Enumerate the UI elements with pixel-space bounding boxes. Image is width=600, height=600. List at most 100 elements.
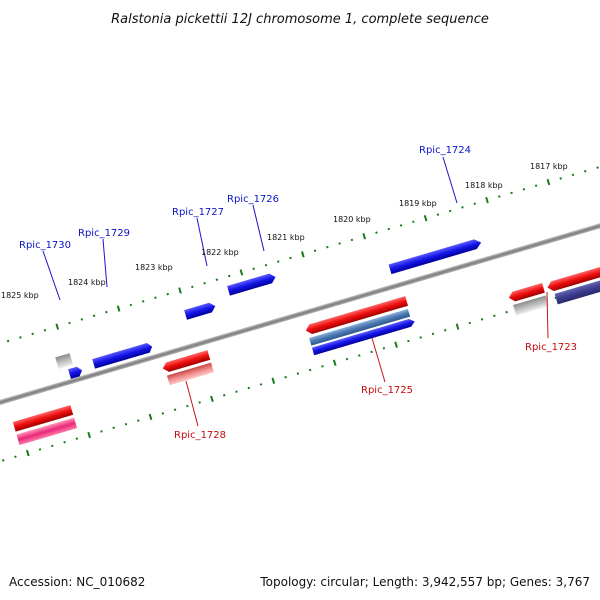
scale-tick	[493, 314, 496, 318]
scale-tick	[137, 419, 140, 422]
scale-tick	[124, 422, 128, 426]
scale-tick	[350, 238, 354, 242]
scale-tick	[522, 188, 526, 191]
leader-rpic-1728	[185, 380, 199, 427]
scale-tick	[455, 323, 460, 330]
forward-genes	[55, 238, 483, 379]
scale-tick	[332, 359, 337, 366]
scale-tick	[129, 303, 133, 307]
scale-tick	[313, 249, 317, 252]
leader-rpic-1730	[42, 250, 61, 301]
scale-tick	[370, 350, 373, 354]
scale-tick	[399, 224, 403, 227]
scale-label: 1823 kbp	[135, 263, 173, 272]
scale-tick	[203, 282, 206, 285]
gene-label-rpic-1726[interactable]: Rpic_1726	[227, 194, 279, 205]
gene-label-rpic-1727[interactable]: Rpic_1727	[172, 207, 224, 218]
scale-label: 1825 kbp	[1, 291, 39, 300]
gene-label-rpic-1725[interactable]: Rpic_1725	[361, 385, 413, 396]
scale-tick	[571, 173, 575, 177]
gene-label-rpic-1728[interactable]: Rpic_1728	[174, 430, 226, 441]
scale-tick	[358, 354, 361, 357]
forward-scale-ticks	[6, 166, 599, 343]
gene-rpic-1729[interactable]	[92, 342, 153, 369]
scale-tick	[178, 287, 182, 294]
gene-right-navy[interactable]	[554, 267, 600, 305]
gene-rpic-1727[interactable]	[184, 301, 217, 320]
scale-tick	[191, 285, 194, 289]
leader-rpic-1729	[102, 238, 108, 288]
gene-rpic-1726[interactable]	[227, 272, 277, 296]
scale-tick	[505, 310, 508, 314]
gene-rpic-1723-grey[interactable]	[513, 295, 549, 316]
gene-rpic-1725[interactable]	[304, 296, 409, 335]
leader-rpic-1724	[442, 156, 458, 204]
scale-tick	[1, 459, 5, 462]
scale-tick	[173, 408, 177, 411]
gene-right-red[interactable]	[546, 254, 600, 293]
scale-tick	[444, 328, 447, 332]
scale-tick	[166, 292, 169, 296]
scale-tick	[112, 426, 115, 430]
scale-tick	[51, 444, 54, 448]
gene-rpic-1728-rna[interactable]	[166, 362, 214, 386]
scale-tick	[277, 260, 280, 263]
scale-label: 1822 kbp	[201, 248, 239, 257]
scale-tick	[510, 191, 513, 195]
scale-tick	[68, 321, 71, 325]
scale-tick	[14, 455, 17, 458]
chromosome-backbone	[0, 208, 600, 412]
gene-rpic-1730[interactable]	[68, 366, 83, 379]
leader-rpic-1725	[371, 337, 386, 383]
scale-tick	[210, 395, 214, 403]
scale-tick	[271, 377, 276, 384]
gene-left-red[interactable]	[12, 405, 74, 432]
scale-tick	[215, 278, 219, 281]
scale-tick	[559, 177, 562, 180]
gene-rpic-1724[interactable]	[388, 238, 483, 275]
scale-tick	[412, 220, 415, 224]
scale-tick	[419, 336, 422, 339]
scale-tick	[301, 251, 305, 258]
gene-grey-small[interactable]	[55, 353, 74, 369]
scale-tick	[431, 332, 435, 336]
scale-tick	[485, 196, 489, 204]
scale-label: 1817 kbp	[530, 162, 568, 171]
scale-tick	[87, 431, 91, 439]
map-title: Ralstonia pickettii 12J chromosome 1, co…	[111, 12, 489, 27]
scale-tick	[148, 413, 153, 421]
gene-rpic-1725-steel[interactable]	[309, 308, 411, 346]
label-leaders	[42, 156, 549, 427]
scale-tick	[63, 441, 66, 444]
scale-tick	[473, 202, 476, 205]
leader-rpic-1727	[196, 217, 208, 267]
scale-tick	[436, 213, 440, 216]
gene-label-rpic-1729[interactable]: Rpic_1729	[78, 228, 130, 239]
scale-tick	[326, 245, 329, 249]
scale-tick	[394, 341, 398, 348]
gene-rpic-1725-blue[interactable]	[311, 318, 416, 356]
scale-tick	[296, 372, 300, 375]
scale-tick	[284, 375, 287, 379]
scale-tick	[247, 386, 251, 390]
gene-rpic-1728[interactable]	[161, 350, 211, 373]
scale-tick	[407, 339, 410, 343]
scale-tick	[423, 215, 428, 222]
scale-tick	[338, 242, 341, 245]
scale-tick	[6, 339, 10, 343]
scale-tick	[584, 169, 587, 173]
gene-label-rpic-1730[interactable]: Rpic_1730	[19, 240, 71, 251]
accession-text: Accession: NC_010682	[9, 575, 145, 589]
scale-label: 1824 kbp	[68, 278, 106, 287]
leader-rpic-1723	[546, 291, 549, 339]
gene-label-rpic-1723[interactable]: Rpic_1723	[525, 342, 577, 353]
scale-label: 1819 kbp	[399, 199, 437, 208]
scale-tick	[534, 184, 538, 187]
scale-tick	[116, 305, 121, 312]
gene-left-pink[interactable]	[16, 417, 78, 446]
reverse-genes	[12, 254, 600, 446]
gene-label-rpic-1724[interactable]: Rpic_1724	[419, 145, 471, 156]
gene-rpic-1723[interactable]	[508, 282, 545, 303]
scale-tick	[31, 332, 34, 336]
